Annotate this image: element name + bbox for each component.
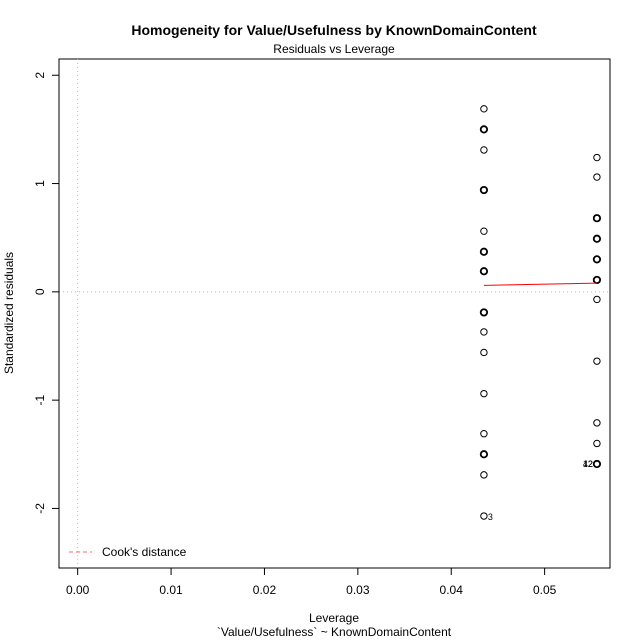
data-point: [480, 471, 488, 479]
data-point: [480, 389, 488, 398]
data-point-overlap: [479, 450, 489, 459]
y-tick-label: -1: [33, 394, 47, 405]
legend-label-cooks-distance: Cook's distance: [102, 545, 187, 559]
data-point: [480, 227, 488, 235]
x-tick-label: 0.04: [440, 583, 464, 597]
smooth-line-group: [483, 282, 597, 286]
data-point-overlap: [479, 308, 489, 317]
data-point: [480, 512, 488, 520]
data-point: [480, 105, 488, 113]
data-point: [593, 173, 601, 181]
data-point: [480, 348, 488, 357]
data-point: [480, 328, 488, 336]
data-point: [593, 357, 601, 365]
data-point: [593, 153, 601, 162]
y-axis: -2 -1 0 1 2: [33, 72, 60, 514]
y-tick-label: 0: [33, 288, 47, 295]
data-point: [480, 146, 488, 154]
data-point: [593, 295, 601, 304]
data-point-overlap: [592, 459, 602, 469]
data-point-overlap: [479, 185, 489, 195]
data-point: [480, 430, 488, 438]
y-axis-label: Standardized residuals: [2, 252, 16, 374]
data-point-overlap: [592, 234, 602, 243]
data-point-overlap: [479, 125, 489, 134]
y-tick-label: -2: [33, 503, 47, 514]
x-axis-label-formula: `Value/Usefulness` ~ KnownDomainContent: [217, 625, 452, 639]
point-label: 42: [583, 459, 593, 469]
reference-lines: [59, 59, 610, 568]
y-tick-label: 2: [33, 72, 47, 79]
legend: Cook's distance: [69, 545, 187, 559]
chart-title: Homogeneity for Value/Usefulness by Know…: [131, 22, 537, 38]
x-tick-label: 0.00: [66, 583, 90, 597]
x-tick-label: 0.05: [533, 583, 557, 597]
data-point-overlap: [592, 214, 602, 223]
data-point-overlap: [479, 267, 489, 276]
data-point: [593, 439, 601, 448]
point-label: 3: [488, 512, 493, 522]
data-point-overlap: [592, 255, 602, 264]
plot-frame: [58, 58, 611, 569]
data-point-overlap: [592, 275, 602, 285]
point-label: 12: [583, 459, 593, 469]
x-axis: 0.00 0.01 0.02 0.03 0.04 0.05: [66, 567, 557, 597]
data-point-overlap: [479, 247, 489, 256]
x-tick-label: 0.01: [159, 583, 183, 597]
x-tick-label: 0.03: [346, 583, 370, 597]
chart-subtitle: Residuals vs Leverage: [273, 42, 395, 56]
x-tick-label: 0.02: [253, 583, 277, 597]
y-tick-label: 1: [33, 180, 47, 187]
x-axis-label: Leverage: [309, 611, 359, 625]
data-point: [593, 419, 601, 427]
smooth-line: [483, 282, 597, 286]
